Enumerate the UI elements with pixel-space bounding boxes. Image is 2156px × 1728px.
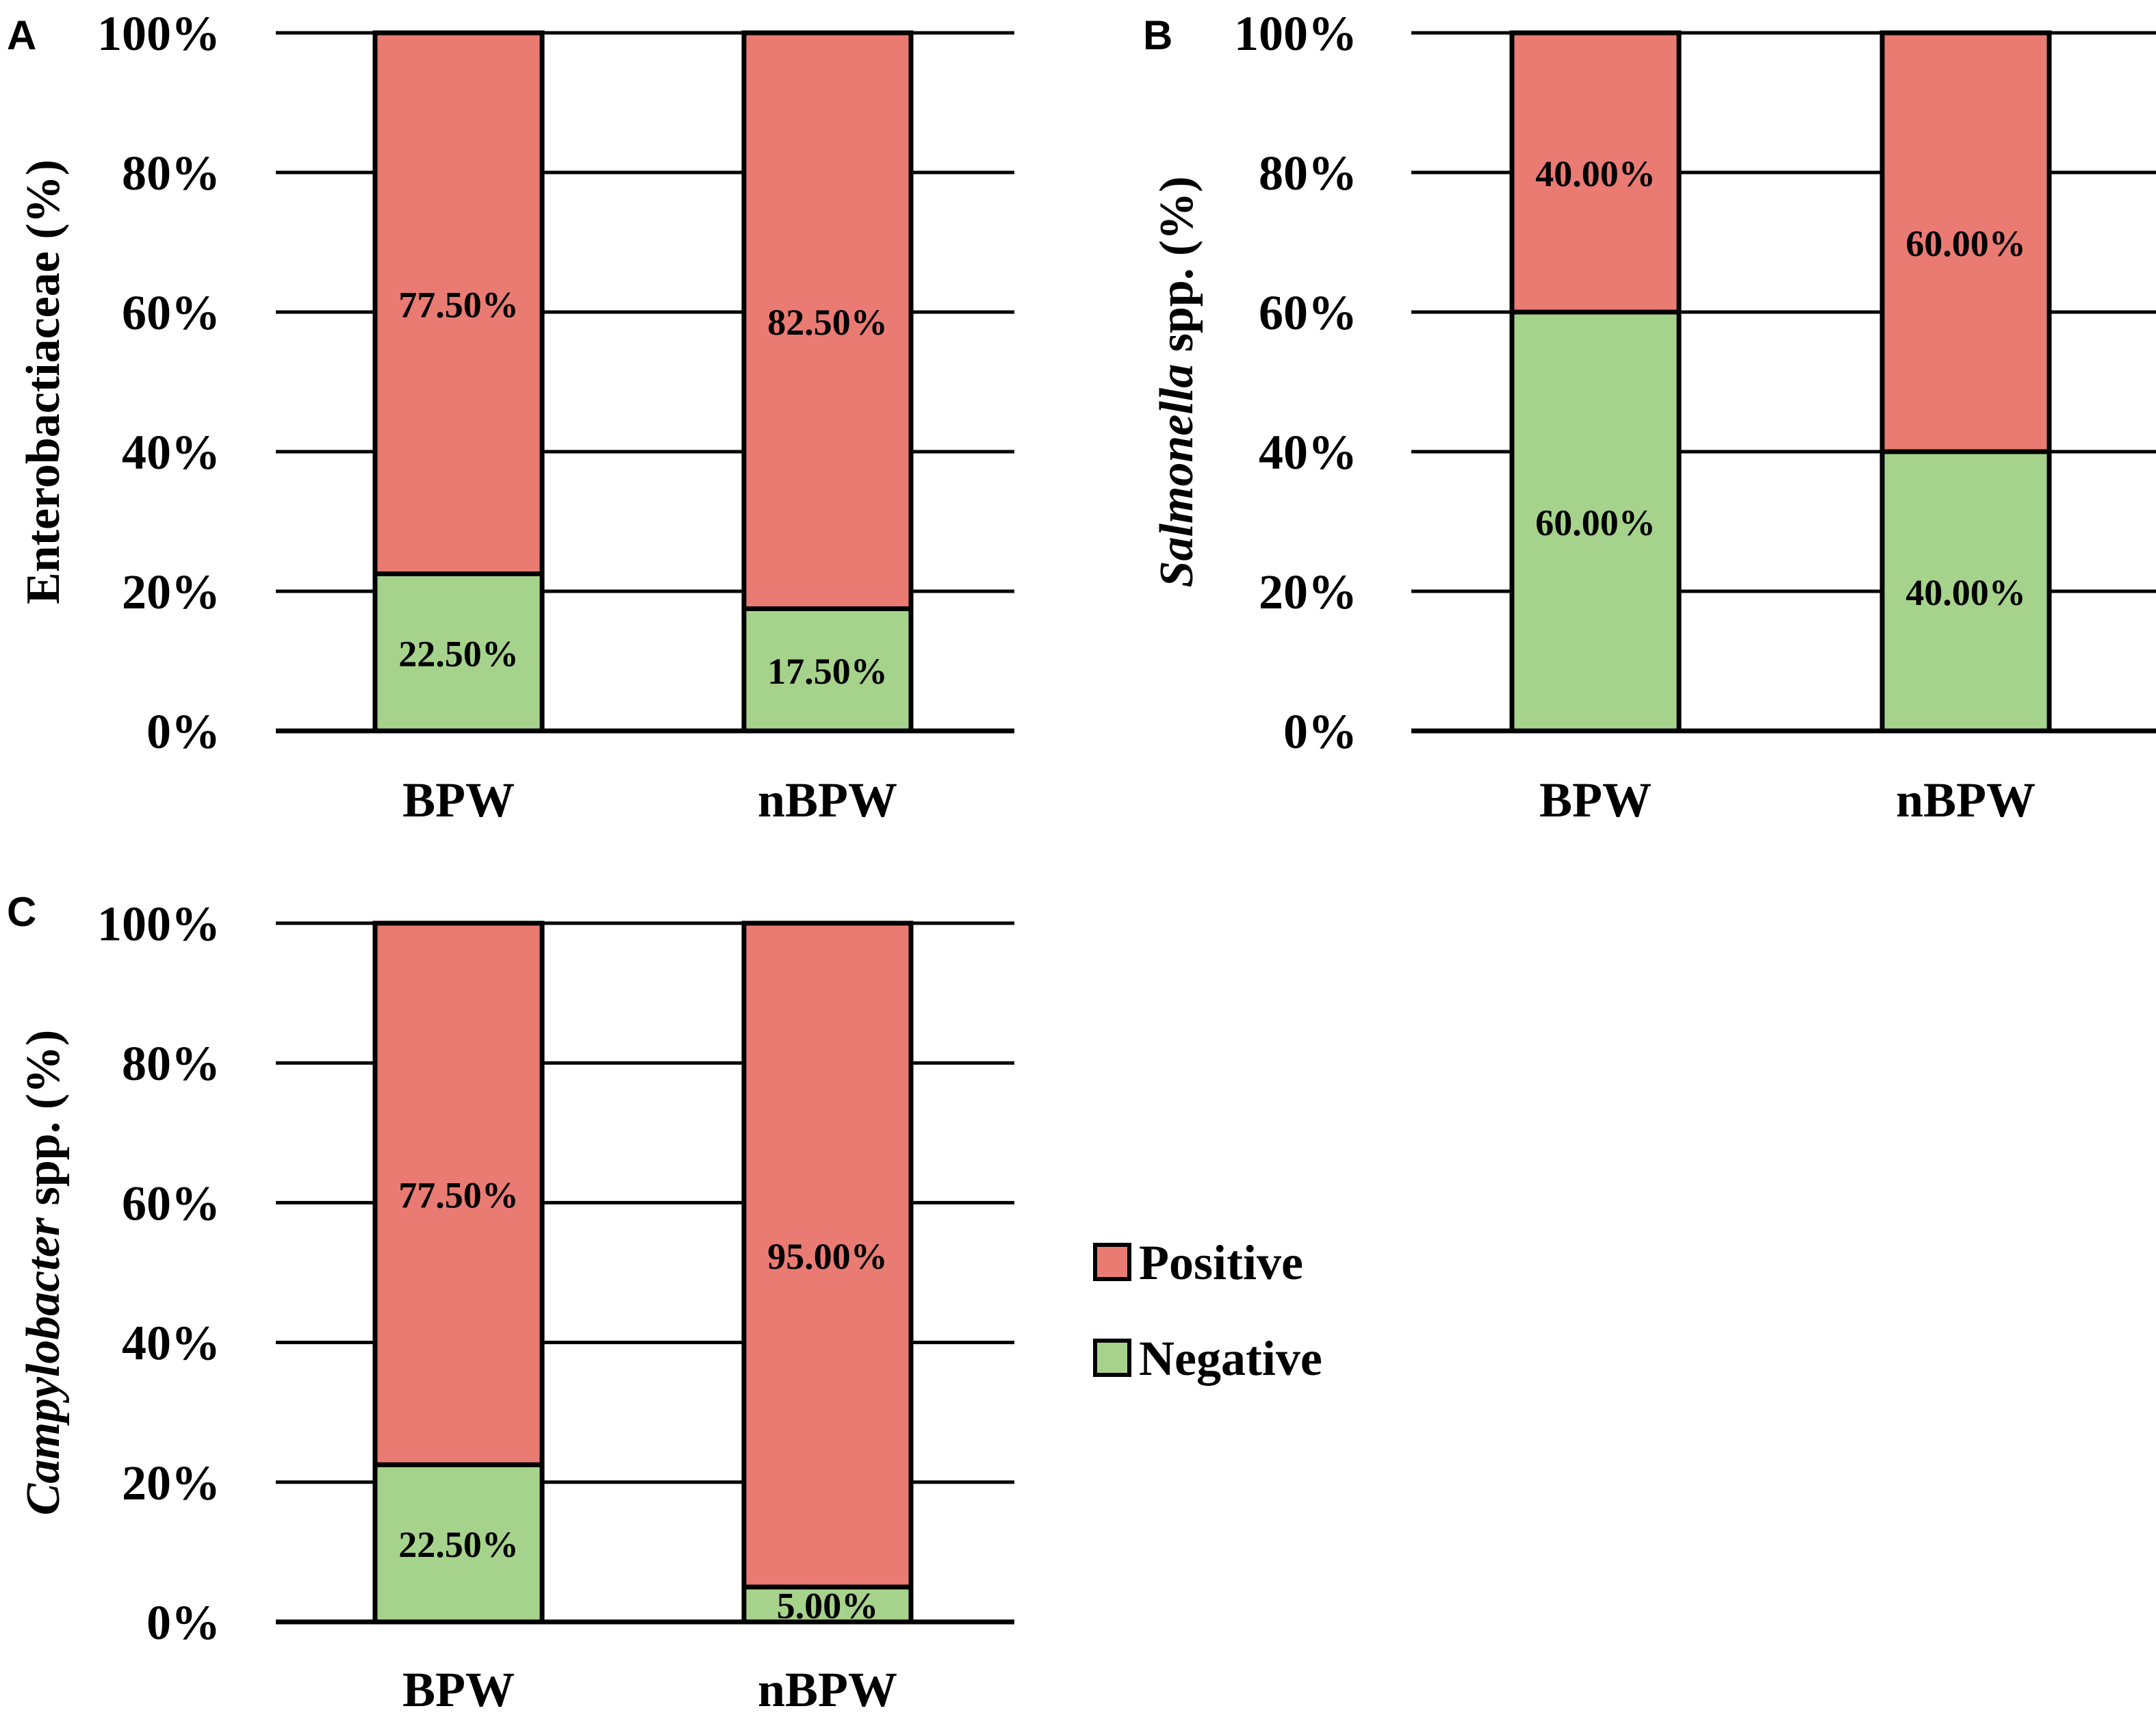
y-tick-label: 80% (1259, 146, 1357, 201)
bar-segment-negative (1879, 449, 2052, 734)
legend-label: Negative (1139, 1331, 1322, 1386)
x-category-label: BPW (402, 773, 515, 827)
y-tick-label: 20% (1259, 565, 1357, 619)
panel-letter: C (7, 889, 36, 935)
bar-segment-negative (1509, 309, 1682, 734)
y-axis-title: Enterobactiaceae (%) (17, 159, 70, 604)
bar-segment-negative (372, 1462, 545, 1625)
bar-segment-positive (1879, 30, 2052, 454)
legend: Positive Negative (1093, 1235, 1322, 1386)
y-tick-label: 100% (97, 6, 220, 61)
data-label: 60.00% (1535, 502, 1656, 543)
bar-segment-positive (372, 30, 545, 576)
data-label: 77.50% (398, 1175, 519, 1216)
bar-segment-positive (372, 920, 545, 1467)
data-label: 40.00% (1905, 572, 2026, 613)
y-tick-label: 20% (122, 565, 220, 619)
y-tick-label: 100% (97, 897, 220, 951)
legend-swatch-negative (1093, 1339, 1131, 1377)
chart-panel-C: C 0% 20% 40% 60% 80% 100% Campylobacter spp. (%… (7, 889, 1014, 1717)
bar-segment-positive (741, 920, 914, 1590)
y-tick-label: 80% (122, 1036, 220, 1091)
y-tick-label: 40% (1259, 425, 1357, 480)
y-tick-label: 40% (122, 1316, 220, 1371)
y-tick-label: 0% (146, 1595, 220, 1650)
panel-letter: A (7, 12, 36, 58)
data-label: 40.00% (1535, 153, 1656, 194)
y-tick-label: 80% (122, 146, 220, 201)
data-label: 17.50% (767, 651, 888, 692)
x-category-label: nBPW (1896, 773, 2036, 827)
bar-segment-positive (741, 30, 914, 611)
bar-segment-negative (741, 606, 914, 734)
panel-letter: B (1143, 12, 1172, 58)
y-tick-label: 60% (1259, 285, 1357, 340)
legend-swatch-positive (1093, 1243, 1131, 1281)
x-category-label: BPW (1539, 773, 1652, 827)
y-tick-label: 100% (1234, 6, 1357, 61)
bar-segment-negative (741, 1584, 914, 1625)
y-tick-label: 0% (1283, 704, 1357, 759)
data-label: 22.50% (398, 1524, 519, 1565)
legend-label: Positive (1139, 1235, 1303, 1290)
bar-segment-positive (1509, 30, 1682, 315)
data-label: 5.00% (777, 1585, 879, 1626)
y-tick-label: 20% (122, 1456, 220, 1510)
y-axis-title: Salmonella spp. (%) (1151, 177, 1203, 588)
y-tick-label: 0% (146, 704, 220, 759)
data-label: 22.50% (398, 633, 519, 674)
data-label: 82.50% (767, 302, 888, 343)
y-tick-label: 60% (122, 285, 220, 340)
chart-panel-B: B 0% 20% 40% 60% 80% 100% Salmonella spp. (%) 60… (1143, 6, 2156, 827)
data-label: 95.00% (767, 1236, 888, 1277)
y-tick-label: 40% (122, 425, 220, 480)
x-category-label: BPW (402, 1662, 515, 1717)
x-category-label: nBPW (758, 773, 897, 827)
data-label: 60.00% (1905, 223, 2026, 264)
data-label: 77.50% (398, 284, 519, 325)
y-axis-title: Campylobacter spp. (%) (17, 1030, 70, 1516)
chart-panel-A: A 0% 20% 40% 60% 80% 100% Enterobactiaceae (%) 2… (7, 6, 1014, 827)
x-category-label: nBPW (758, 1662, 897, 1717)
y-tick-label: 60% (122, 1176, 220, 1230)
